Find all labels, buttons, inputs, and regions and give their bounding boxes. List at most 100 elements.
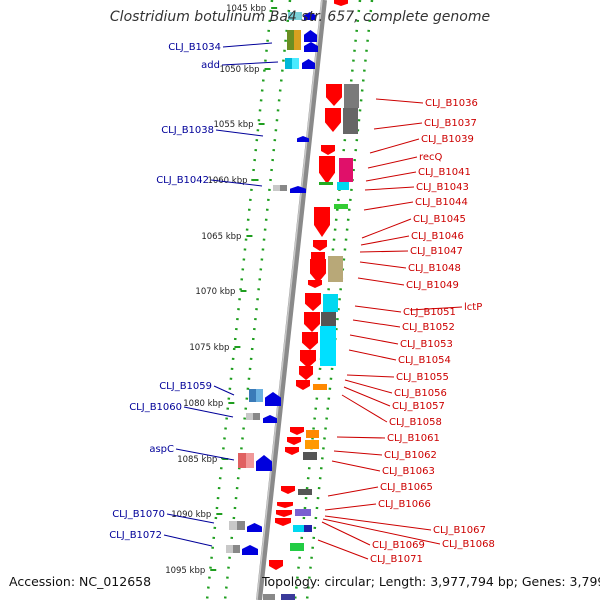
leader-line bbox=[365, 171, 417, 182]
gene-label: CLJ_B1066 bbox=[378, 499, 431, 510]
forward-gene-arrow bbox=[281, 486, 295, 494]
accession-text: Accession: NC_012658 bbox=[9, 574, 152, 589]
forward-gene-arrow bbox=[305, 293, 321, 311]
scale-tick-label: 1050 kbp bbox=[219, 65, 259, 75]
leader-line bbox=[336, 436, 386, 439]
gene-label: CLJ_B1067 bbox=[433, 525, 486, 536]
gene-label: CLJ_B1068 bbox=[442, 539, 495, 550]
scale-tick-label: 1075 kbp bbox=[189, 343, 229, 353]
reverse-gene-arrow bbox=[304, 30, 317, 42]
leader-line bbox=[175, 448, 235, 461]
leader-line bbox=[343, 386, 391, 407]
leader-line bbox=[215, 129, 264, 137]
scale-tick-label: 1060 kbp bbox=[207, 176, 247, 186]
scale-tick-label: 1080 kbp bbox=[183, 399, 223, 409]
reverse-gene-arrow bbox=[302, 59, 315, 69]
gene-label: CLJ_B1054 bbox=[398, 355, 451, 366]
gene-block bbox=[304, 525, 312, 532]
gene-block bbox=[287, 30, 294, 50]
gene-label: CLJ_B1059 bbox=[159, 381, 212, 392]
reverse-gene-arrow bbox=[263, 415, 277, 423]
scale-tick-label: 1055 kbp bbox=[214, 120, 254, 130]
gene-label: CLJ_B1061 bbox=[387, 433, 440, 444]
gene-label: CLJ_B1060 bbox=[129, 402, 182, 413]
leader-line bbox=[349, 334, 399, 345]
leader-line bbox=[348, 349, 397, 361]
gene-label: CLJ_B1047 bbox=[410, 246, 463, 257]
gene-label: CLJ_B1037 bbox=[424, 118, 477, 129]
leader-line bbox=[333, 450, 383, 456]
reverse-gene-arrow bbox=[242, 545, 258, 555]
gene-label: lctP bbox=[464, 302, 482, 313]
gene-block bbox=[246, 413, 253, 420]
gene-block bbox=[306, 430, 319, 438]
leader-line bbox=[222, 42, 273, 48]
leader-line bbox=[409, 306, 463, 311]
gene-label: add bbox=[201, 60, 220, 71]
forward-gene-arrow bbox=[304, 312, 320, 332]
gene-label: recQ bbox=[419, 152, 443, 163]
leader-line bbox=[361, 218, 412, 239]
gene-block bbox=[280, 185, 287, 191]
gene-block bbox=[273, 185, 280, 191]
gene-label: CLJ_B1034 bbox=[168, 42, 221, 53]
gene-label: CLJ_B1052 bbox=[402, 322, 455, 333]
gene-block bbox=[343, 108, 358, 134]
leader-line bbox=[357, 277, 405, 286]
gene-block bbox=[320, 326, 336, 366]
leader-line bbox=[369, 138, 420, 154]
leader-line bbox=[360, 235, 410, 246]
scale-tick-label: 1065 kbp bbox=[201, 232, 241, 242]
leader-line bbox=[163, 534, 213, 547]
forward-gene-arrow bbox=[308, 280, 322, 288]
reverse-gene-arrow bbox=[297, 136, 309, 142]
gene-label: CLJ_B1036 bbox=[425, 98, 478, 109]
gene-block bbox=[339, 158, 353, 182]
reverse-gene-arrow bbox=[256, 455, 272, 471]
leader-line bbox=[166, 513, 215, 524]
leader-line bbox=[352, 319, 401, 328]
gene-block bbox=[229, 521, 237, 530]
gene-label: CLJ_B1056 bbox=[394, 388, 447, 399]
gene-block bbox=[249, 389, 256, 402]
leader-line bbox=[317, 539, 369, 560]
forward-gene-arrow bbox=[334, 0, 348, 6]
gene-label: CLJ_B1042 bbox=[156, 175, 209, 186]
forward-gene-arrow bbox=[314, 207, 330, 237]
gene-label: CLJ_B1072 bbox=[109, 530, 162, 541]
label-leader-lines bbox=[163, 42, 463, 560]
gene-block bbox=[290, 543, 304, 551]
scale-tick-label: 1045 kbp bbox=[226, 4, 266, 14]
gene-label: CLJ_B1051 bbox=[403, 307, 456, 318]
gene-label: CLJ_B1055 bbox=[396, 372, 449, 383]
scale-tick-label: 1095 kbp bbox=[165, 566, 205, 576]
leader-line bbox=[346, 374, 395, 378]
gene-label: CLJ_B1041 bbox=[418, 167, 471, 178]
scale-tick-label: 1085 kbp bbox=[177, 455, 217, 465]
leader-line bbox=[321, 521, 371, 546]
strand-track-0 bbox=[205, 0, 274, 600]
forward-gene-arrow bbox=[313, 240, 327, 251]
leader-line bbox=[344, 379, 393, 394]
gene-label: CLJ_B1062 bbox=[384, 450, 437, 461]
scale-tick-label: 1090 kbp bbox=[171, 510, 211, 520]
leader-line bbox=[375, 98, 424, 104]
strand-track-1 bbox=[223, 0, 292, 600]
leader-line bbox=[367, 156, 418, 169]
gene-label: CLJ_B1069 bbox=[372, 540, 425, 551]
gene-label: CLJ_B1065 bbox=[380, 482, 433, 493]
strand-track-3 bbox=[305, 0, 374, 600]
gene-block bbox=[281, 594, 295, 600]
leader-line bbox=[341, 394, 388, 423]
gene-block bbox=[303, 452, 317, 460]
gene-label: CLJ_B1044 bbox=[415, 197, 468, 208]
leader-line bbox=[210, 179, 263, 187]
forward-gene-arrow bbox=[325, 108, 341, 132]
forward-gene-arrow bbox=[290, 427, 304, 435]
forward-gene-arrow bbox=[277, 502, 293, 508]
reverse-gene-arrow bbox=[247, 523, 262, 532]
forward-gene-arrow bbox=[299, 366, 313, 380]
gene-label: aspC bbox=[149, 444, 174, 455]
